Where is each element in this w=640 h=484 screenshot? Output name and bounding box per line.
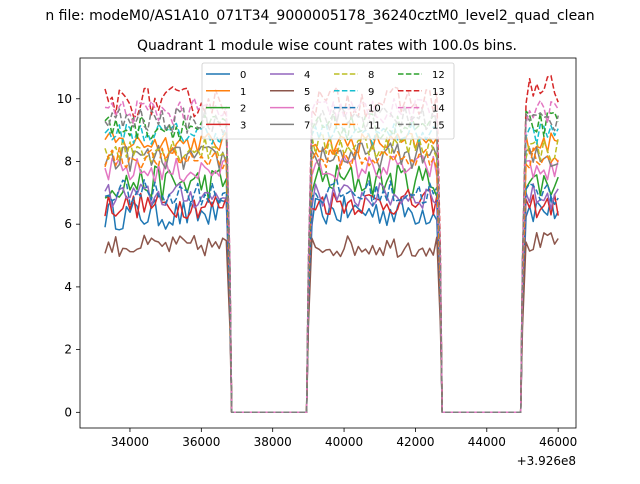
plot-frame [79, 57, 577, 429]
y-tick-label-4: 4 [64, 280, 72, 294]
x-tick-label-36000: 36000 [182, 435, 220, 449]
series-line-3 [104, 188, 559, 414]
legend-label-0: 0 [240, 70, 246, 81]
series-line-12 [104, 110, 559, 414]
axes-layer: 34000 36000 38000 40000 42000 44000 46000 0 2 4 6 8… [57, 92, 578, 449]
legend-label-10: 10 [368, 104, 381, 115]
legend-label-11: 11 [368, 120, 381, 131]
legend-box [201, 62, 455, 140]
series-line-5 [104, 231, 559, 414]
y-tick-label-10: 10 [57, 92, 72, 106]
x-tick-label-38000: 38000 [254, 435, 292, 449]
legend-label-14: 14 [432, 104, 445, 115]
legend-label-7: 7 [304, 120, 310, 131]
x-offset-label: +3.926e8 [517, 454, 576, 468]
legend-label-6: 6 [304, 104, 310, 115]
chart-title: Quadrant 1 module wise count rates with … [137, 38, 517, 54]
y-tick-label-2: 2 [64, 343, 72, 357]
legend-label-15: 15 [432, 120, 445, 131]
y-tick-label-0: 0 [64, 405, 72, 419]
legend-label-9: 9 [368, 87, 374, 98]
legend-label-8: 8 [368, 70, 374, 81]
legend-label-3: 3 [240, 120, 246, 131]
x-tick-label-42000: 42000 [396, 435, 434, 449]
legend-label-2: 2 [240, 104, 246, 115]
x-tick-label-44000: 44000 [468, 435, 506, 449]
legend-label-13: 13 [432, 87, 445, 98]
legend-label-12: 12 [432, 70, 445, 81]
x-tick-label-46000: 46000 [539, 435, 577, 449]
chart-suptitle: n file: modeM0/AS1A10_071T34_9000005178_… [45, 8, 594, 24]
legend-label-1: 1 [240, 87, 246, 98]
legend-label-4: 4 [304, 70, 310, 81]
x-tick-label-34000: 34000 [111, 435, 149, 449]
y-tick-label-6: 6 [64, 217, 72, 231]
y-tick-label-8: 8 [64, 154, 72, 168]
x-tick-label-40000: 40000 [325, 435, 363, 449]
legend-label-5: 5 [304, 87, 310, 98]
